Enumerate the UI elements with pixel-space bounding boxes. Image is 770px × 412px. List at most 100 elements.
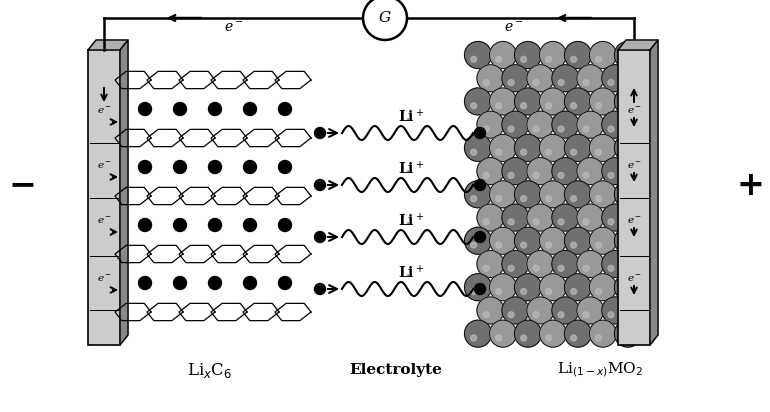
Circle shape [608,312,614,318]
Circle shape [464,227,491,254]
Circle shape [583,219,589,225]
Circle shape [621,242,627,248]
Circle shape [546,149,551,155]
Circle shape [496,196,501,201]
Circle shape [571,103,577,109]
Circle shape [464,274,491,301]
Circle shape [595,335,601,341]
Text: G: G [379,11,391,25]
Circle shape [314,127,326,138]
Circle shape [243,276,256,290]
Circle shape [621,103,627,109]
Circle shape [571,56,577,62]
Circle shape [614,320,641,347]
Circle shape [279,161,292,173]
Circle shape [571,288,577,295]
Polygon shape [120,40,128,345]
Circle shape [583,80,589,86]
Circle shape [527,250,554,277]
Circle shape [477,204,504,231]
Circle shape [558,126,564,132]
Circle shape [514,42,541,68]
Text: Li$^+$: Li$^+$ [398,108,424,126]
Text: Li$_x$C$_6$: Li$_x$C$_6$ [187,360,233,379]
Circle shape [552,65,579,92]
Circle shape [474,283,486,295]
Circle shape [614,134,641,162]
Circle shape [508,126,514,132]
Circle shape [464,88,491,115]
Circle shape [621,56,627,62]
Circle shape [571,242,577,248]
Circle shape [571,196,577,201]
Circle shape [608,126,614,132]
Circle shape [464,134,491,162]
Circle shape [552,250,579,277]
Circle shape [477,250,504,277]
Circle shape [464,181,491,208]
Circle shape [490,320,517,347]
Circle shape [608,80,614,86]
Circle shape [533,173,539,178]
Circle shape [558,265,564,271]
Circle shape [209,276,222,290]
Circle shape [314,283,326,295]
Circle shape [139,276,152,290]
Circle shape [139,218,152,232]
Circle shape [496,242,501,248]
Circle shape [546,288,551,295]
Circle shape [540,88,567,115]
Text: e$^-$: e$^-$ [627,272,641,283]
Circle shape [564,227,591,254]
Circle shape [508,219,514,225]
Circle shape [279,103,292,115]
Circle shape [595,196,601,201]
Circle shape [508,173,514,178]
Circle shape [483,173,489,178]
Circle shape [564,88,591,115]
Circle shape [527,297,554,324]
Circle shape [595,56,601,62]
Circle shape [521,288,527,295]
Circle shape [470,288,477,295]
Polygon shape [650,40,658,345]
Circle shape [502,65,529,92]
Text: Li$_{(1-x)}$MO$_2$: Li$_{(1-x)}$MO$_2$ [557,360,643,379]
Circle shape [279,218,292,232]
Text: e$^-$: e$^-$ [224,21,243,35]
Circle shape [496,335,501,341]
Polygon shape [88,40,128,50]
Circle shape [521,242,527,248]
Circle shape [589,88,616,115]
Circle shape [496,56,501,62]
Circle shape [540,274,567,301]
Circle shape [533,80,539,86]
Circle shape [608,173,614,178]
Circle shape [474,127,486,138]
Circle shape [502,297,529,324]
Polygon shape [618,40,658,50]
Circle shape [589,42,616,68]
Circle shape [470,242,477,248]
Circle shape [496,288,501,295]
Circle shape [546,335,551,341]
Circle shape [502,111,529,138]
Text: e$^-$: e$^-$ [96,159,112,171]
Circle shape [577,111,604,138]
Circle shape [589,274,616,301]
Circle shape [621,288,627,295]
Text: Li$^+$: Li$^+$ [398,265,424,282]
Circle shape [564,134,591,162]
Bar [618,50,650,345]
Text: Electrolyte: Electrolyte [350,363,443,377]
Circle shape [595,288,601,295]
Circle shape [558,80,564,86]
Circle shape [483,126,489,132]
Circle shape [508,312,514,318]
Circle shape [490,274,517,301]
Text: e$^-$: e$^-$ [504,21,524,35]
Circle shape [477,297,504,324]
Circle shape [209,218,222,232]
Text: e$^-$: e$^-$ [96,105,112,115]
Circle shape [508,265,514,271]
